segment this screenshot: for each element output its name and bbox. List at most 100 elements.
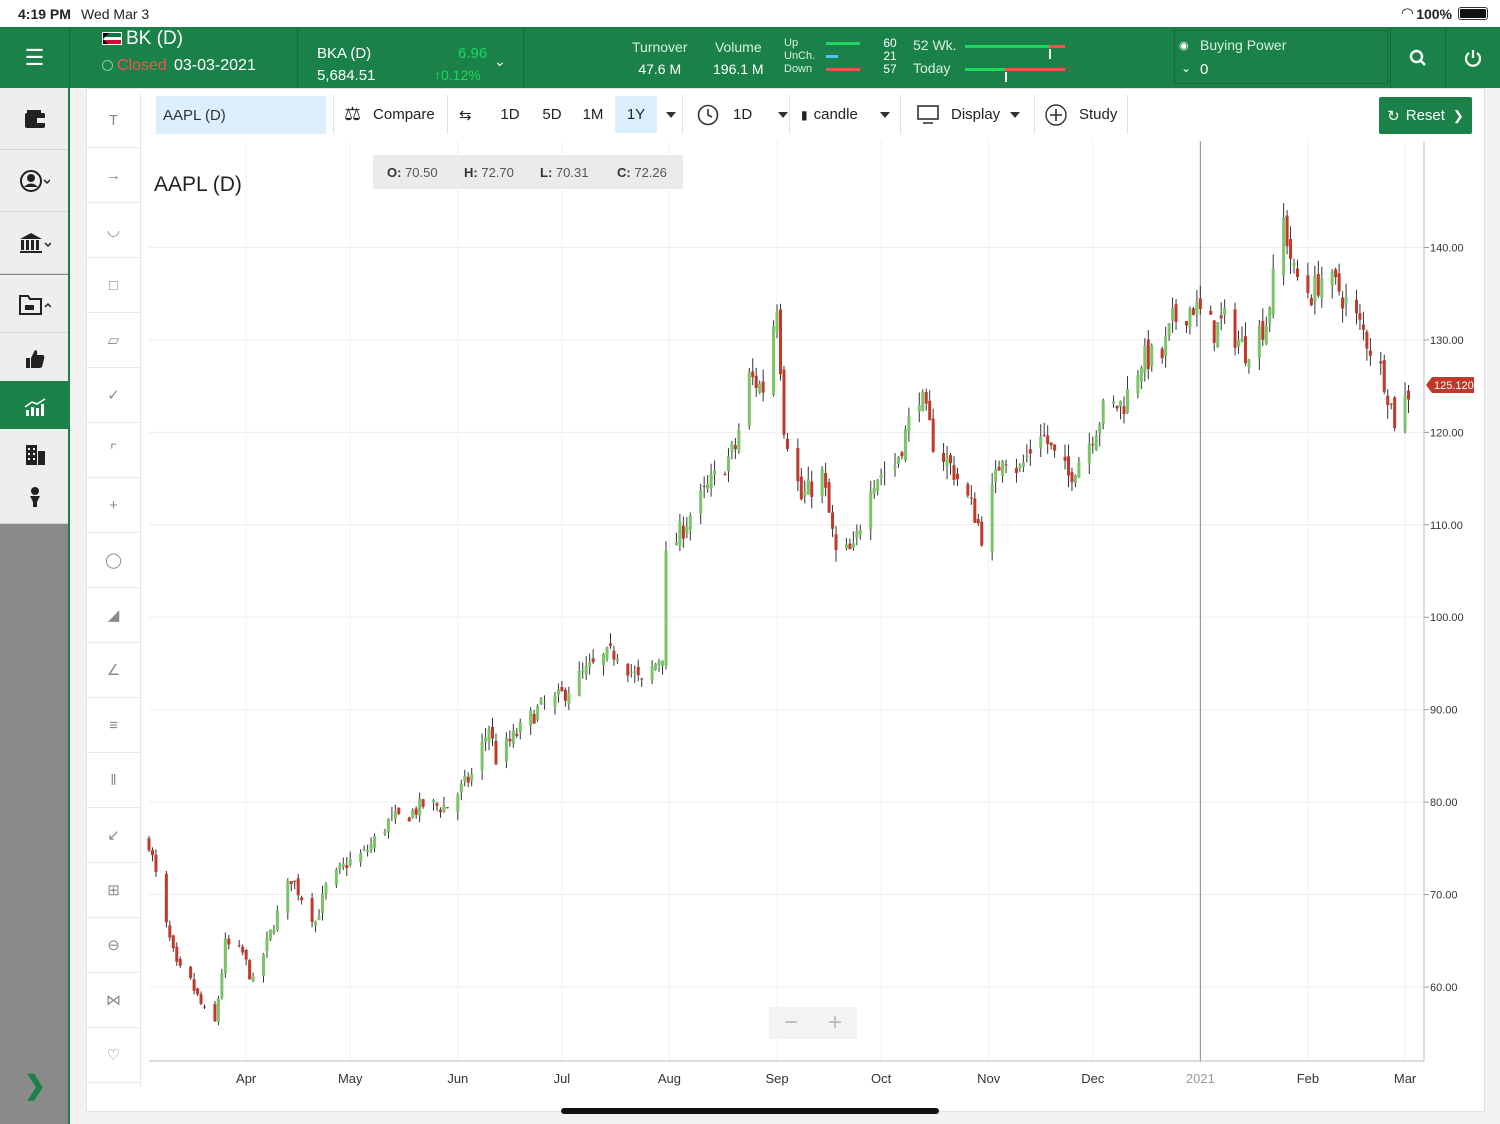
search-button[interactable]: [1390, 27, 1445, 88]
candle-body: [1233, 309, 1237, 348]
candle-body: [1341, 297, 1345, 309]
range-5d-button[interactable]: 5D: [537, 95, 567, 134]
candle-body: [688, 515, 692, 530]
search-icon: [1409, 49, 1426, 66]
y-tick-label: 120.00: [1430, 427, 1464, 439]
nav-portfolio[interactable]: [0, 275, 70, 333]
candle-body: [612, 650, 616, 660]
candle-body: [1386, 395, 1390, 406]
candle-body: [577, 670, 581, 696]
gann-tool[interactable]: ⊖: [87, 918, 140, 973]
range-1m-button[interactable]: 1M: [577, 95, 609, 134]
x-tick-label: Nov: [977, 1071, 1001, 1086]
candle-body: [608, 643, 612, 646]
candle-body: [924, 392, 928, 404]
nav-wallet[interactable]: [0, 88, 70, 150]
logout-button[interactable]: [1445, 27, 1500, 88]
arrow-tool[interactable]: →: [87, 148, 140, 203]
callout-tool[interactable]: □: [87, 258, 140, 313]
pitchfork-tool[interactable]: ⊞: [87, 863, 140, 918]
range-1m-label: 1M: [582, 106, 604, 123]
study-button[interactable]: Study: [1045, 95, 1129, 134]
symbol-selector[interactable]: BK (D) Closed 03-03-2021: [70, 27, 298, 88]
caret-down-icon: [665, 111, 676, 118]
candle-body: [976, 518, 980, 524]
zoom-out-button[interactable]: −: [769, 1007, 813, 1039]
nav-bank[interactable]: [0, 212, 70, 274]
add-circle-icon: [1045, 103, 1067, 126]
check-tool[interactable]: ✓: [87, 368, 140, 423]
candle-body: [723, 473, 727, 476]
fan-tool[interactable]: ∠: [87, 643, 140, 698]
candle-body: [820, 469, 824, 497]
zoom-in-button[interactable]: +: [813, 1007, 857, 1039]
compare-button[interactable]: ⚖ Compare: [344, 95, 448, 134]
reset-label: Reset: [1405, 107, 1445, 124]
pitchfork-icon: ⊞: [107, 882, 120, 899]
hamburger-menu-button[interactable]: ☰: [0, 27, 70, 88]
display-button[interactable]: Display: [917, 95, 1036, 134]
reset-button[interactable]: ↻ Reset ❯: [1379, 97, 1472, 134]
interval-button[interactable]: 1D: [697, 95, 789, 134]
range-1d-button[interactable]: 1D: [497, 95, 523, 134]
fib-retracement-tool[interactable]: ≡: [87, 698, 140, 753]
crosshair-tool[interactable]: +: [87, 478, 140, 533]
candle-body: [1389, 403, 1393, 405]
candle-body: [636, 666, 640, 676]
candle-body: [806, 479, 810, 495]
nav-dividends[interactable]: [0, 471, 70, 524]
candle-body: [223, 938, 227, 974]
chevron-down-icon[interactable]: ⌄: [494, 53, 506, 69]
candle-body: [1365, 331, 1369, 349]
heart-tool[interactable]: ♡: [87, 1028, 140, 1083]
wallet-icon: [25, 109, 45, 128]
nav-favorites[interactable]: [0, 333, 70, 386]
candle-body: [418, 798, 422, 816]
candle-body: [508, 738, 512, 742]
up-bar: [826, 42, 860, 45]
candle-body: [1219, 315, 1223, 319]
channel-tool[interactable]: ▱: [87, 313, 140, 368]
step-tool[interactable]: ⌜: [87, 423, 140, 478]
nav-divider: [68, 88, 70, 1124]
candle-body: [1313, 275, 1317, 302]
candle-body: [463, 775, 467, 782]
candle-body: [397, 807, 401, 814]
index-summary[interactable]: BKA (D) 5,684.51 6.96 ↑0.12% ⌄: [298, 27, 524, 88]
candle-body: [1028, 449, 1032, 454]
chart-icon: [24, 398, 46, 416]
crosshair-icon: +: [109, 496, 118, 514]
fib-arc-tool[interactable]: ◢: [87, 588, 140, 643]
candle-body: [1070, 472, 1074, 483]
projection-tool[interactable]: ↙: [87, 808, 140, 863]
chart-symbol-input[interactable]: [156, 96, 326, 134]
range-selector-icon[interactable]: ⇆: [459, 95, 472, 134]
range-1y-button[interactable]: 1Y: [615, 96, 657, 133]
xabcd-tool[interactable]: ⋈: [87, 973, 140, 1028]
buying-power-panel[interactable]: ◉ ⌄ Buying Power 0: [1174, 30, 1388, 84]
battery-percent: 100%: [1416, 6, 1452, 22]
candle-body: [733, 445, 737, 450]
candle-body: [310, 898, 314, 922]
turnover-stat: Turnover 47.6 M: [632, 39, 688, 77]
nav-profile[interactable]: [0, 150, 70, 212]
price-chart[interactable]: 60.00 70.00 80.00 90.00 100.00 110.00 120.00 13…: [141, 141, 1486, 1113]
arc-icon: ◡: [106, 222, 121, 239]
home-indicator: [561, 1108, 939, 1114]
y-tick-label: 110.00: [1430, 520, 1463, 532]
nav-charts[interactable]: [0, 381, 70, 434]
text-tool[interactable]: T: [87, 93, 140, 148]
time-zones-tool[interactable]: ‖: [87, 753, 140, 808]
chart-type-button[interactable]: ▮ candle: [801, 95, 901, 134]
candle-body: [300, 897, 304, 901]
expand-nav-button[interactable]: ❯: [0, 1046, 70, 1124]
candle-body: [1164, 336, 1168, 357]
candle-body: [203, 1006, 207, 1008]
ohlc-low: L: 70.31: [540, 165, 588, 180]
ellipse-tool[interactable]: ◯: [87, 533, 140, 588]
study-label: Study: [1079, 106, 1118, 123]
candle-body: [1240, 338, 1244, 343]
chevron-down-icon[interactable]: ⌄: [1181, 61, 1192, 75]
arc-tool[interactable]: ◡: [87, 203, 140, 258]
range-dropdown[interactable]: [659, 95, 683, 134]
